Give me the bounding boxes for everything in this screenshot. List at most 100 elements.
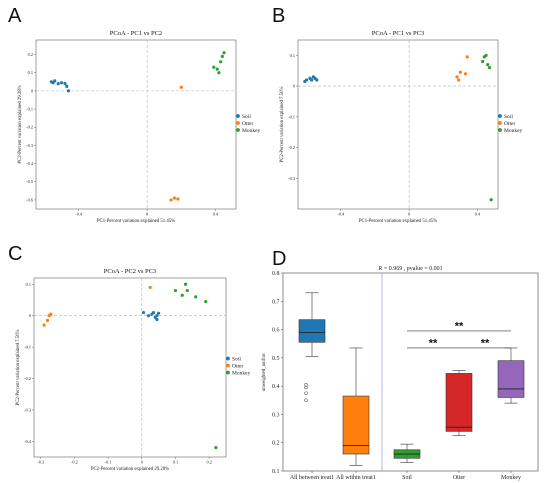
panel-d-xtick-label: Soil <box>402 475 412 481</box>
panel-b-xtick-label: -0.4 <box>337 212 345 217</box>
panel-label-d: D <box>272 248 286 270</box>
panel-b-point-monkey <box>481 59 485 64</box>
panel-b-point-otter <box>463 72 468 76</box>
panel-c-point-soil <box>141 310 146 315</box>
panel-c-xtick-label: 0.2 <box>206 460 211 465</box>
panel-b-point-otter <box>458 70 462 74</box>
panel-label-a: A <box>8 5 22 27</box>
panel-c-legend-marker-monkey <box>226 370 230 375</box>
panel-label-c: C <box>8 243 22 265</box>
panel-c-frame <box>33 277 227 458</box>
panel-d-ylabel: unweighted_unifrac <box>262 353 267 391</box>
panel-d-xtick-label: All within treat1 <box>336 475 376 481</box>
panel-d-ytick-label: 0.5 <box>272 356 280 362</box>
panel-a-ytick-label: -0.2 <box>26 125 33 130</box>
panel-c-point-otter <box>42 323 46 327</box>
box-outlier-all-between-treat1 <box>304 385 308 390</box>
panel-c-point-soil <box>157 311 161 315</box>
panel-b-legend-label-monkey: Monkey <box>504 128 523 134</box>
panel-c-point-soil <box>155 317 159 322</box>
panel-d-ytick-label: 0.1 <box>272 469 280 475</box>
panel-b-point-monkey <box>487 66 492 70</box>
panel-c-point-otter <box>49 312 53 316</box>
panel-a-ytick-label: -0.4 <box>26 161 34 166</box>
panel-c-legend-marker-otter <box>226 363 230 368</box>
panel-c-point-monkey <box>185 288 189 293</box>
panel-b-legend-marker-soil <box>498 114 502 118</box>
panel-b-legend-marker-monkey <box>498 128 502 132</box>
panel-b-ytick-label: 0.1 <box>290 53 295 58</box>
panel-a-point-soil <box>66 89 71 93</box>
box-all-between-treat1 <box>298 319 326 343</box>
panel-b-point-otter <box>455 75 459 79</box>
panel-a-ylabel: PC2-Percent variation explained 29.28% <box>18 85 23 163</box>
panel-b-point-soil <box>315 78 319 82</box>
panel-b-legend-marker-otter <box>498 121 502 125</box>
panel-c-legend-label-otter: Otter <box>232 364 243 370</box>
panel-a-ytick-label: 0.1 <box>28 70 33 75</box>
panel-b-point-otter <box>457 78 461 82</box>
panel-c-ylabel: PC2-Percent variation explained 7.56% <box>16 330 21 406</box>
panel-b-ylabel: PC2-Percent variation explained 7.56% <box>280 87 285 163</box>
significance-label: ** <box>481 337 490 349</box>
box-all-within-treat1 <box>342 395 370 455</box>
panel-c-xtick-label: -0.2 <box>71 460 78 465</box>
panel-a-point-monkey <box>222 51 226 55</box>
panel-b-point-monkey <box>486 62 490 67</box>
panel-c-point-soil <box>155 314 159 318</box>
panel-a-legend-label-otter: Otter <box>242 121 253 127</box>
panel-d-ytick-label: 0.2 <box>272 441 280 447</box>
panel-a-point-otter <box>169 198 173 202</box>
box-otter <box>445 373 473 432</box>
panel-a-point-monkey <box>215 67 219 71</box>
panel-label-b: B <box>272 5 285 27</box>
box-monkey <box>497 360 525 398</box>
box-outlier-all-between-treat1 <box>304 391 308 395</box>
panel-c-point-monkey <box>183 282 188 286</box>
panel-a-ytick-label: 0 <box>31 88 33 93</box>
panel-b-point-otter <box>465 55 469 59</box>
box-outlier-all-between-treat1 <box>304 382 308 387</box>
panel-a-point-monkey <box>212 65 216 69</box>
panel-a-xtick-label: -0.4 <box>75 212 83 217</box>
panel-c-ytick-label: -0.3 <box>24 407 31 412</box>
panel-c-legend-label-monkey: Monkey <box>232 371 251 377</box>
panel-b-ytick-label: -0.3 <box>288 176 295 181</box>
panel-c-point-monkey <box>214 445 218 450</box>
panel-c-point-soil <box>151 310 156 315</box>
panel-b-ytick-label: -0.1 <box>288 114 295 119</box>
panel-c-legend-label-soil: Soil <box>232 357 241 363</box>
panel-c-ytick-label: 0.1 <box>26 282 31 287</box>
panel-a-point-soil <box>56 82 60 86</box>
significance-label: ** <box>455 320 464 332</box>
panel-a-point-monkey <box>220 54 224 58</box>
panel-a-legend-marker-otter <box>236 121 240 125</box>
panel-b-point-soil <box>304 78 309 82</box>
panel-d-frame <box>282 272 539 472</box>
panel-b-point-soil <box>310 78 314 82</box>
panel-c-xtick-label: 0.1 <box>173 460 178 465</box>
panel-c-point-monkey <box>194 295 198 299</box>
panel-b-xtick-label: 0.4 <box>475 212 481 217</box>
panel-b-ytick-label: 0 <box>293 84 295 89</box>
panel-b-legend-label-otter: Otter <box>504 121 515 127</box>
panel-b-xlabel: PC1-Percent variation explained 51.45% <box>359 219 437 224</box>
panel-c-point-monkey <box>173 288 178 293</box>
panel-d-xtick-label: Otter <box>453 475 465 481</box>
panel-c-title: PCoA - PC2 vs PC3 <box>104 268 156 275</box>
panel-a-frame <box>35 39 237 210</box>
panel-a-xlabel: PC1-Percent variation explained 51.45% <box>97 219 175 224</box>
panel-a-legend-label-monkey: Monkey <box>242 128 261 134</box>
panel-c-point-soil <box>146 314 151 318</box>
panel-a-point-monkey <box>219 60 223 64</box>
panel-d-ytick-label: 0.6 <box>272 328 280 334</box>
panel-a-point-otter <box>176 197 180 201</box>
panel-c-xtick-label: -0.1 <box>105 460 112 465</box>
panel-d-xtick-label: Monkey <box>501 475 521 481</box>
panel-a-ytick-label: -0.1 <box>26 107 33 112</box>
panel-c-point-monkey <box>180 293 184 297</box>
panel-b-point-monkey <box>489 198 493 202</box>
panel-a-ytick-label: -0.3 <box>26 143 33 148</box>
panel-d-ytick-label: 0.3 <box>272 412 280 418</box>
